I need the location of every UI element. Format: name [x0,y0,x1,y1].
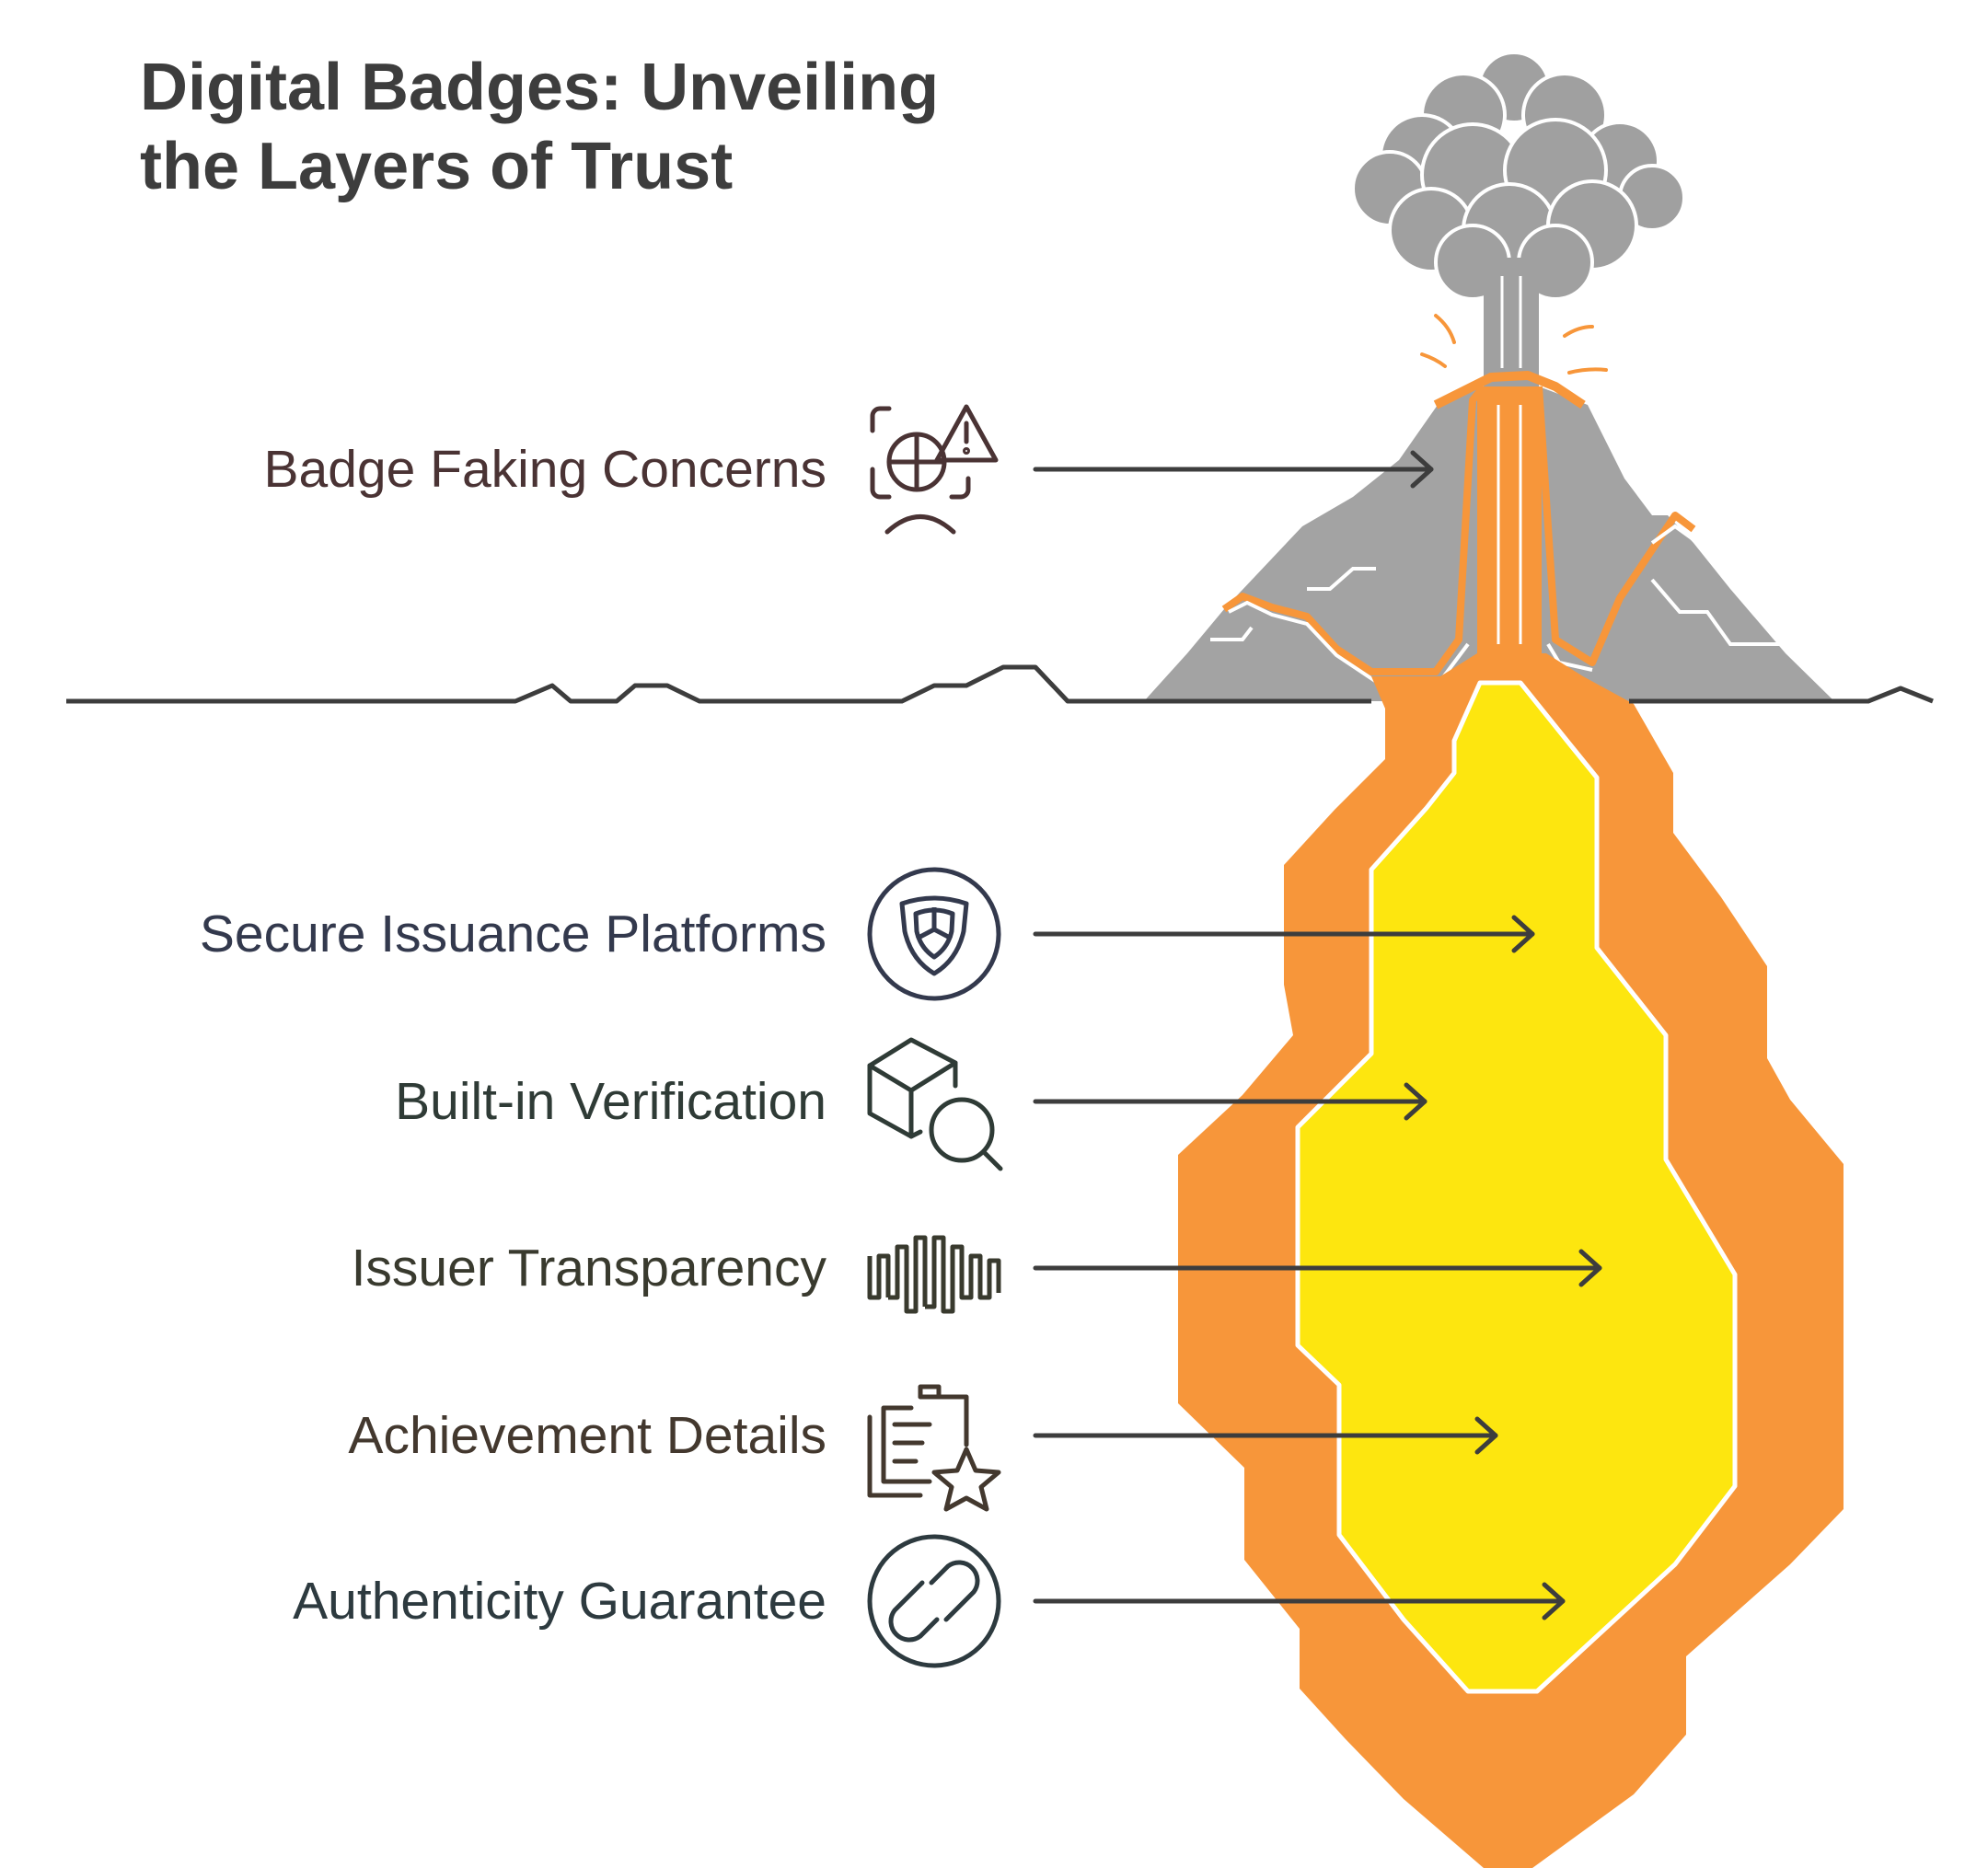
shield-in-circle-icon [867,867,1001,1001]
mountain [1144,371,1834,701]
wave-pattern-icon [867,1235,1001,1314]
ground-line [66,664,1934,704]
arrow-badge-faking [1033,450,1434,489]
title-line-1: Digital Badges: Unveiling [140,51,940,124]
box-magnifier-icon [867,1037,1003,1171]
arrow-issuer-transparency [1033,1249,1602,1287]
page-title: Digital Badges: Unveiling the Layers of … [140,48,1060,206]
label-built-in-verification: Built-in Verification [395,1072,826,1131]
arrow-built-in-verification [1033,1082,1427,1121]
label-authenticity-guarantee: Authenticity Guarantee [293,1572,826,1631]
smoke-column [1484,258,1539,386]
face-scan-warning-icon [870,404,999,535]
clipboard-star-icon [867,1384,1001,1512]
label-secure-issuance-platforms: Secure Issuance Platforms [199,905,826,963]
label-badge-faking-concerns: Badge Faking Concerns [263,440,826,499]
arrows [1033,450,1602,1620]
lava-splashes [1420,314,1608,375]
link-in-circle-icon [867,1534,1001,1668]
label-achievement-details: Achievement Details [348,1406,826,1465]
arrow-secure-issuance [1033,915,1535,953]
label-issuer-transparency: Issuer Transparency [351,1239,826,1297]
smoke-cloud [1351,51,1686,301]
title-line-2: the Layers of Trust [140,130,734,203]
arrow-authenticity-guarantee [1033,1582,1566,1620]
arrow-achievement-details [1033,1416,1498,1455]
